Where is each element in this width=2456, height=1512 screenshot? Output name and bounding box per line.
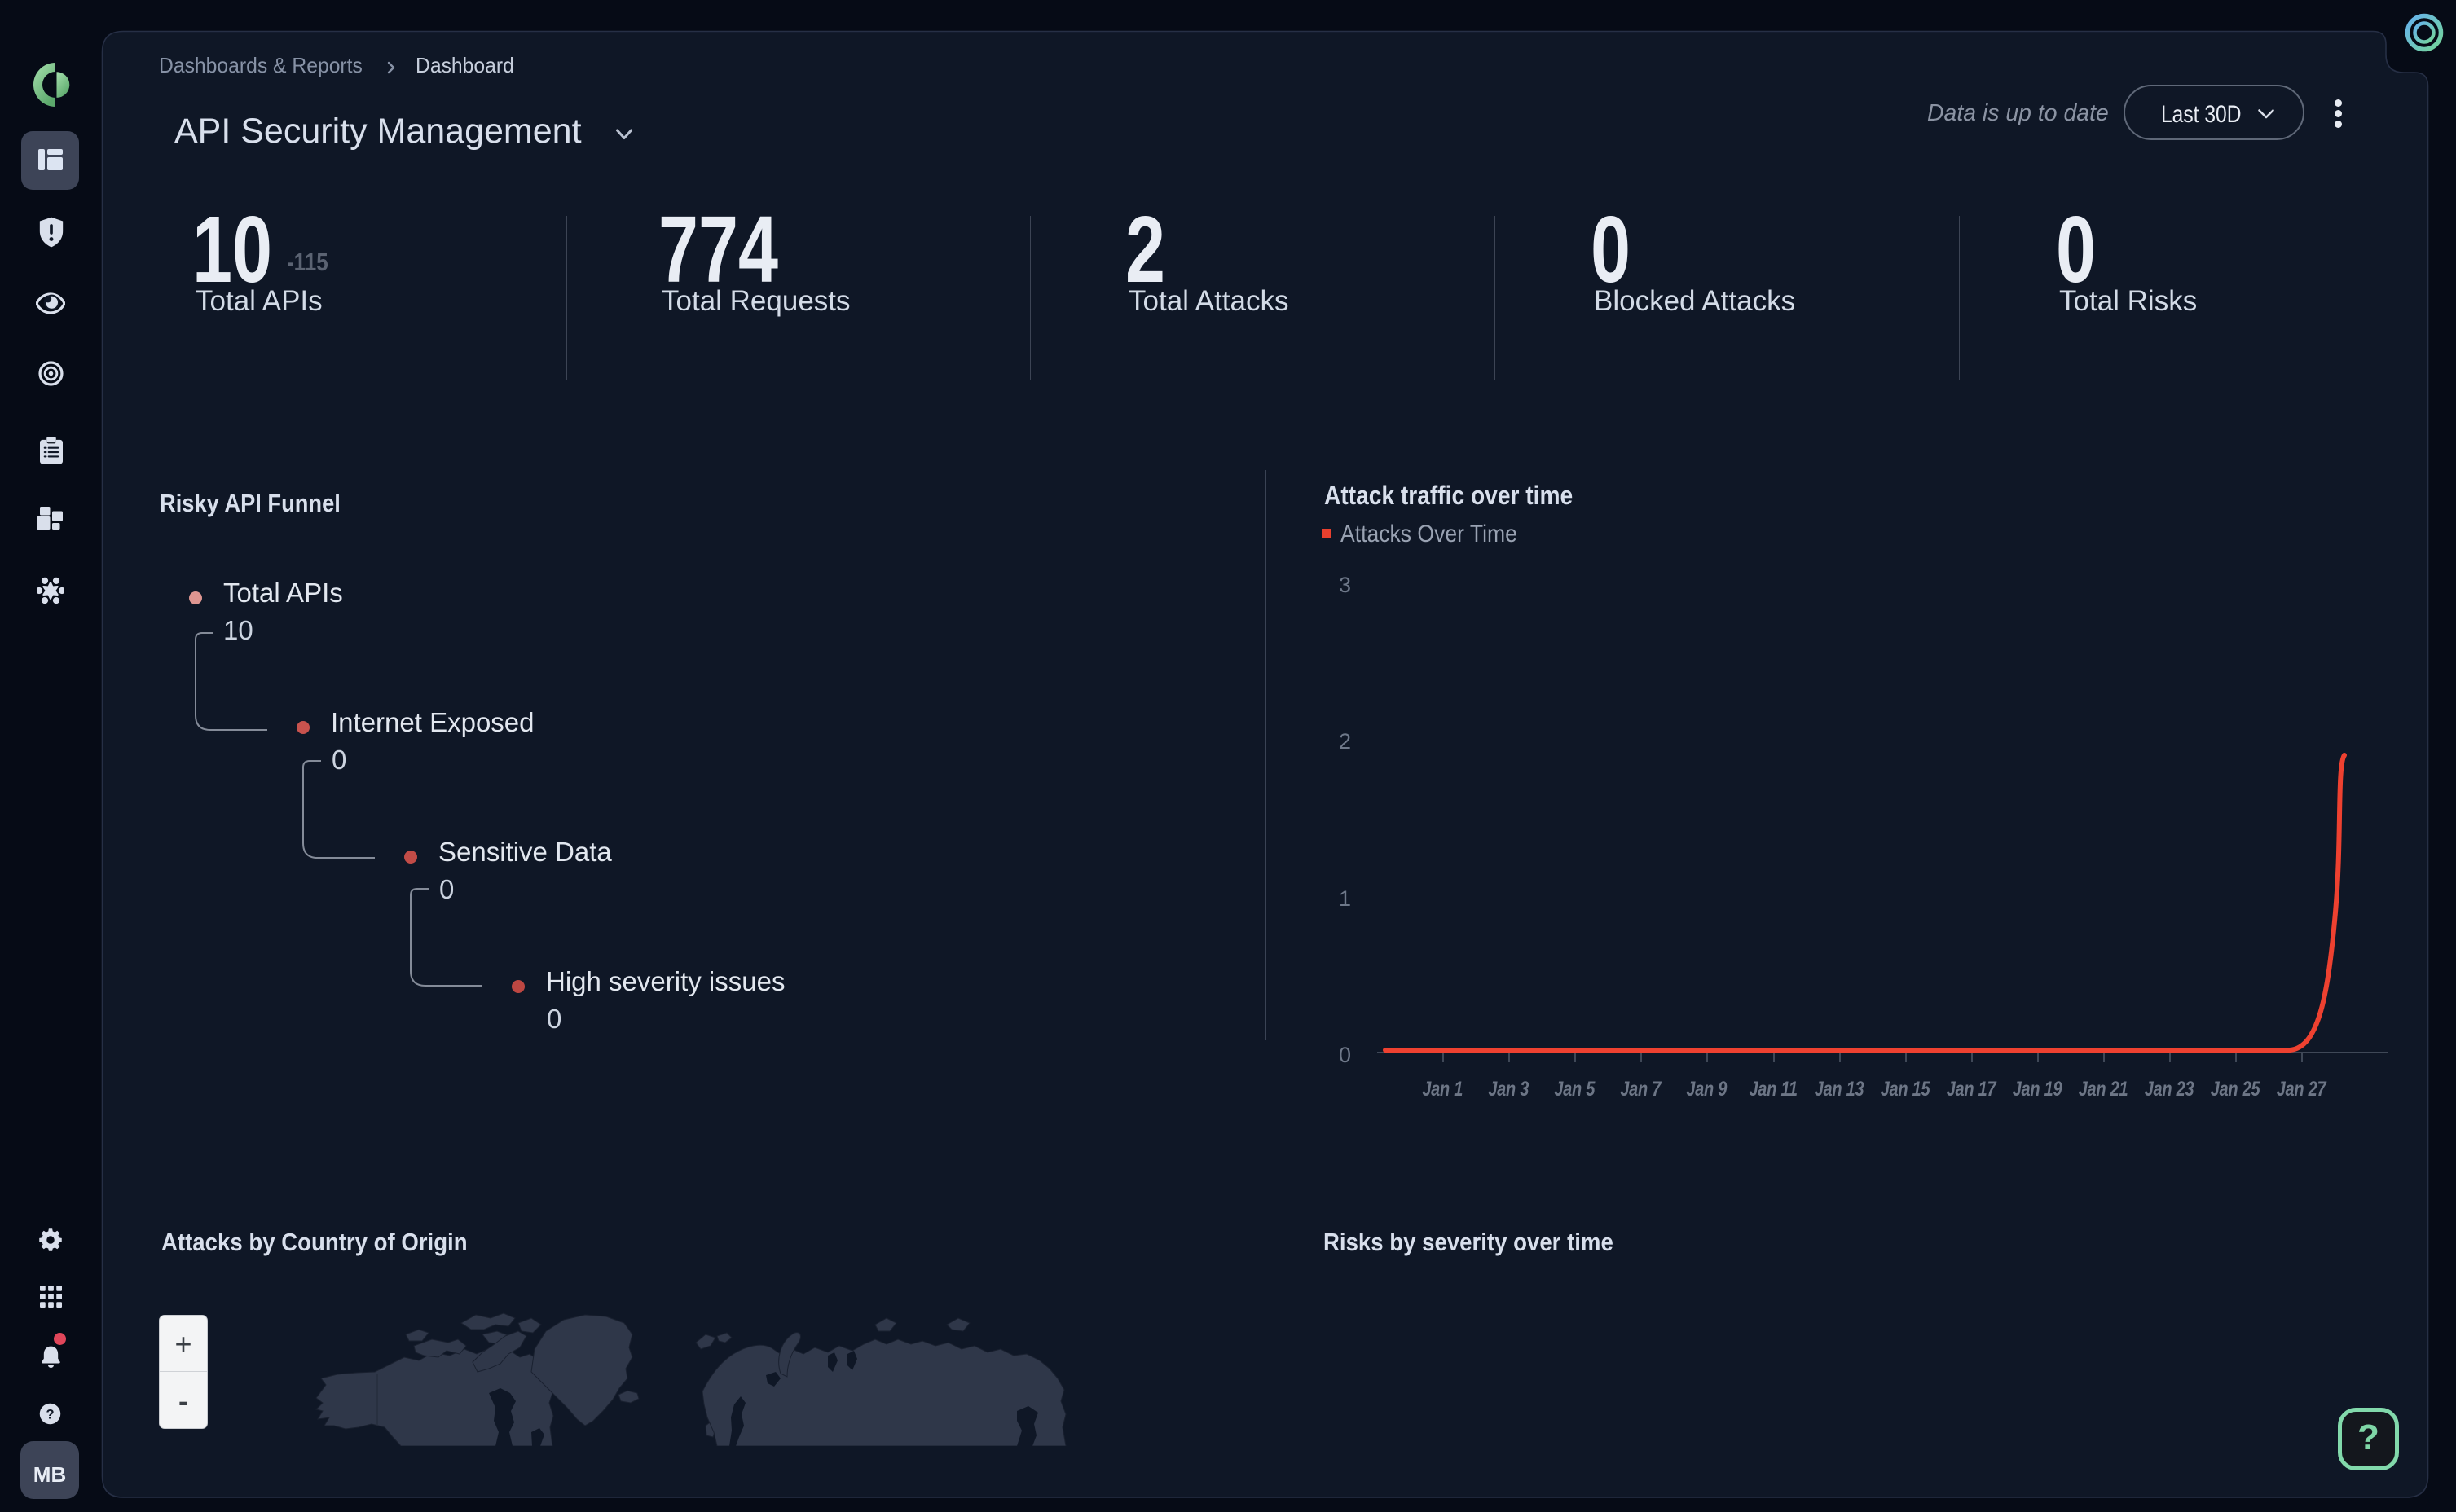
svg-text:?: ?: [46, 1408, 54, 1422]
